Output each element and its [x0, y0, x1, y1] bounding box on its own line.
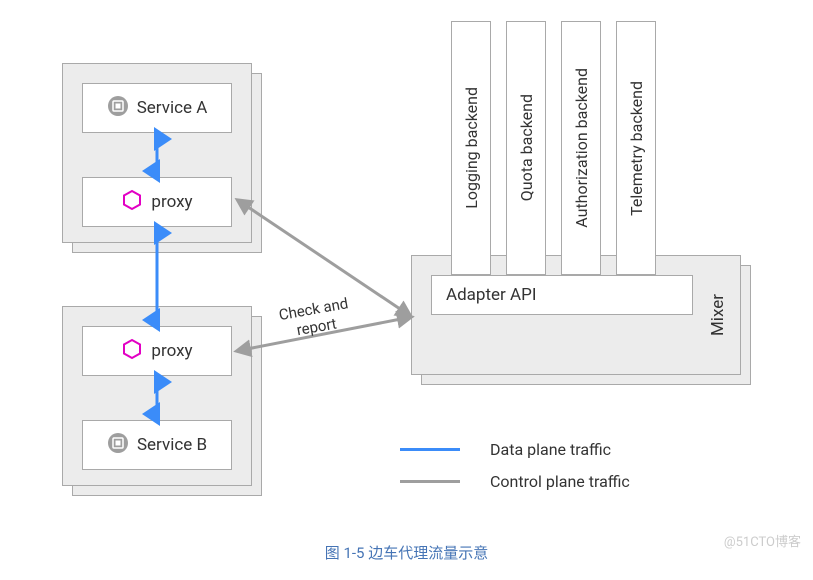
arrow-proxyB-serviceB [150, 376, 164, 420]
arrow-proxyA-proxyB [150, 227, 164, 326]
quota-backend-box: Quota backend [506, 21, 546, 275]
authorization-backend-label: Authorization backend [572, 68, 591, 228]
adapter-api-box: Adapter API [431, 275, 693, 315]
proxy-a-box: proxy [82, 177, 232, 227]
legend-data-label: Data plane traffic [490, 440, 611, 459]
legend-data-line [400, 448, 460, 451]
chip-icon [107, 432, 129, 458]
proxy-a-label: proxy [151, 192, 192, 212]
legend-control-plane: Control plane traffic [400, 472, 630, 491]
telemetry-backend-label: Telemetry backend [627, 81, 646, 216]
logging-backend-label: Logging backend [462, 87, 481, 209]
service-a-label: Service A [137, 98, 208, 118]
service-a-box: Service A [82, 83, 232, 133]
logging-backend-box: Logging backend [451, 21, 491, 275]
mixer-label: Mixer [708, 294, 728, 336]
chip-icon [107, 95, 129, 121]
telemetry-backend-box: Telemetry backend [616, 21, 656, 275]
legend-data-plane: Data plane traffic [400, 440, 611, 459]
authorization-backend-box: Authorization backend [561, 21, 601, 275]
hexagon-icon [121, 189, 143, 215]
adapter-api-label: Adapter API [446, 285, 536, 305]
arrow-serviceA-proxyA [150, 133, 164, 177]
service-b-label: Service B [137, 435, 207, 455]
legend-control-label: Control plane traffic [490, 472, 630, 491]
service-b-box: Service B [82, 420, 232, 470]
hexagon-icon [121, 338, 143, 364]
proxy-b-box: proxy [82, 326, 232, 376]
legend-control-line [400, 480, 460, 483]
quota-backend-label: Quota backend [517, 94, 536, 201]
watermark: @51CTO博客 [724, 531, 801, 550]
proxy-b-label: proxy [151, 341, 192, 361]
figure-caption: 图 1-5 边车代理流量示意 [0, 542, 813, 563]
